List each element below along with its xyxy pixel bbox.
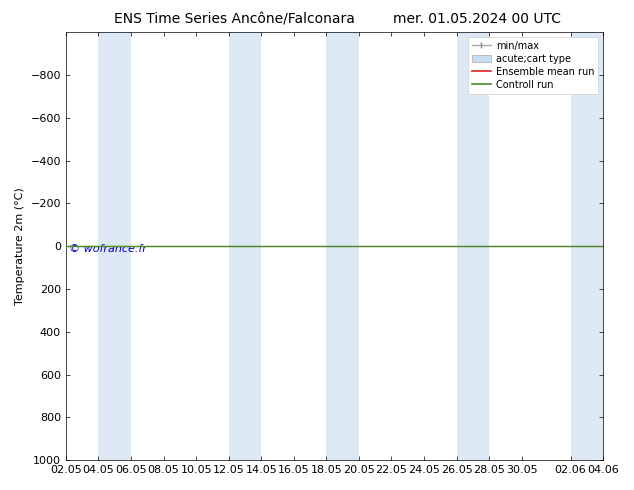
Bar <box>571 32 603 460</box>
Bar <box>98 32 131 460</box>
Text: mer. 01.05.2024 00 UTC: mer. 01.05.2024 00 UTC <box>393 12 561 26</box>
Bar <box>327 32 359 460</box>
Bar <box>456 32 489 460</box>
Legend: min/max, acute;cart type, Ensemble mean run, Controll run: min/max, acute;cart type, Ensemble mean … <box>468 37 598 94</box>
Y-axis label: Temperature 2m (°C): Temperature 2m (°C) <box>15 187 25 305</box>
Bar <box>229 32 261 460</box>
Text: ENS Time Series Ancône/Falconara: ENS Time Series Ancône/Falconara <box>114 12 355 26</box>
Text: © wofrance.fr: © wofrance.fr <box>68 244 146 254</box>
